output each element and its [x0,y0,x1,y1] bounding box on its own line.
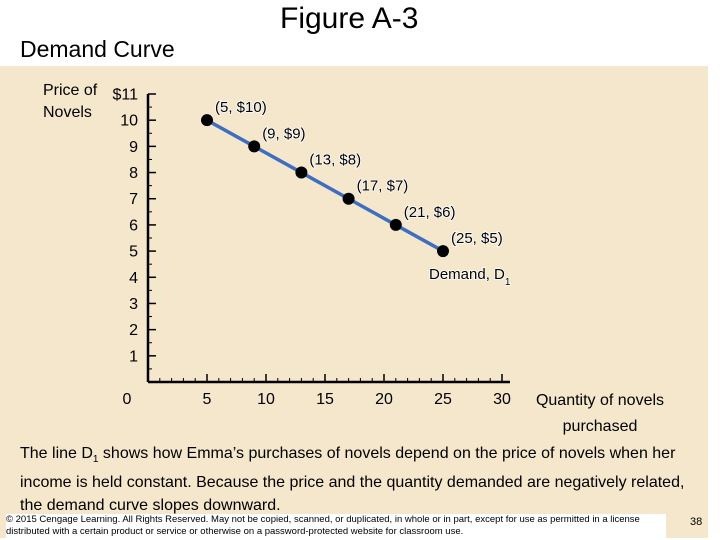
point-label: (9, $9) [262,125,305,142]
demand-series [201,114,449,258]
point-label: (17, $7) [357,178,409,195]
x-tick-label: 30 [493,391,511,406]
y-tick-label: $11 [112,87,138,104]
x-axis-label-line-2: purchased [562,418,638,435]
x-tick-label: 25 [434,391,452,406]
chart-panel [0,66,708,538]
curve-label: Demand, D1 [429,266,511,288]
chart-subtitle: Demand Curve [20,36,175,62]
point-labels: (5, $10) (9, $9)(13, $8) (17, $7) (21, $6) (… [214,98,511,288]
y-tick-label: 6 [129,217,138,234]
figure-caption: The line D1 shows how Emma’s purchases o… [20,442,710,517]
copyright-footer: © 2015 Cengage Learning. All Rights Rese… [6,514,666,538]
point-label: (5, $10) [215,99,267,116]
y-axis-label-line-2: Novels [43,104,92,121]
y-tick-label: 5 [129,244,138,261]
demand-point [295,166,308,179]
x-tick-label: 10 [257,391,275,406]
y-tick-label: 10 [120,113,138,130]
y-axis-label-line-1: Price of [43,82,98,99]
y-tick-label: 8 [129,165,138,182]
point-label: (25, $5) [451,230,503,247]
x-tick-label: 20 [375,391,393,406]
curve-label-subscript: 1 [505,277,511,288]
demand-chart: $11 10 9 8 7 6 5 4 3 2 1 0 5 10 15 20 25 30 (5, $10) (9, … [112,87,511,407]
y-tick-label: 3 [129,296,138,313]
x-tick-label: 0 [123,391,132,406]
demand-point [248,140,261,153]
page-number: 38 [690,516,703,528]
point-label: (13, $8) [309,152,361,169]
x-tick-label: 15 [316,391,334,406]
caption-part-2: shows how Emma’s purchases of novels dep… [20,445,685,515]
demand-point [389,218,402,231]
y-axis-label: Price of Novels [43,80,97,124]
caption-subscript: 1 [92,454,99,466]
caption-part-1: The line D [20,445,93,462]
x-axis-label: Quantity of novels purchased [510,388,690,440]
point-label: (21, $6) [404,204,456,221]
x-tick-label: 5 [203,391,212,406]
demand-curve-line [206,118,444,253]
y-tick-label: 1 [129,348,138,365]
y-tick-label: 2 [129,322,138,339]
y-tick-label: 9 [129,139,138,156]
demand-point [342,192,355,205]
x-axis-label-line-1: Quantity of novels [535,392,665,409]
y-tick-label: 7 [129,191,138,208]
y-tick-labels: $11 10 9 8 7 6 5 4 3 2 1 [112,87,138,366]
figure-title: Figure A-3 [280,2,419,35]
demand-point [437,245,449,258]
y-tick-label: 4 [129,270,138,287]
x-tick-labels: 0 5 10 15 20 25 30 [123,391,511,406]
demand-point [201,114,213,127]
chart-axes [146,93,510,384]
